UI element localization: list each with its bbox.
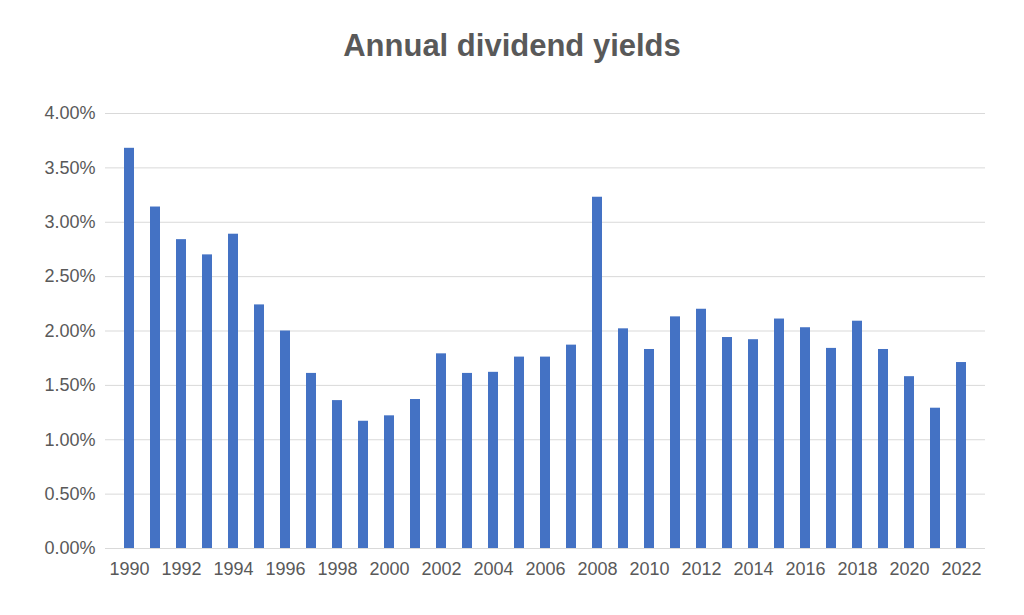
- html-text:Annual dividend yields: Annual dividend yields: [343, 28, 681, 63]
- svg-text:2022: 2022: [941, 559, 981, 579]
- svg-text:4.00%: 4.00%: [44, 103, 95, 123]
- svg-text:2006: 2006: [525, 559, 565, 579]
- svg-text:1996: 1996: [265, 559, 305, 579]
- svg-text:2012: 2012: [681, 559, 721, 579]
- svg-text:2.00%: 2.00%: [44, 321, 95, 341]
- svg-text:2000: 2000: [369, 559, 409, 579]
- svg-text:0.50%: 0.50%: [44, 484, 95, 504]
- svg-text:2016: 2016: [785, 559, 825, 579]
- svg-text:2.50%: 2.50%: [44, 266, 95, 286]
- svg-text:1.00%: 1.00%: [44, 430, 95, 450]
- svg-text:3.00%: 3.00%: [44, 212, 95, 232]
- svg-text:2020: 2020: [889, 559, 929, 579]
- svg-text:1994: 1994: [213, 559, 253, 579]
- svg-text:2002: 2002: [421, 559, 461, 579]
- svg-text:2010: 2010: [629, 559, 669, 579]
- svg-text:0.00%: 0.00%: [44, 538, 95, 558]
- svg-text:2018: 2018: [837, 559, 877, 579]
- svg-text:1998: 1998: [317, 559, 357, 579]
- svg-text:1990: 1990: [109, 559, 149, 579]
- svg-text:2008: 2008: [577, 559, 617, 579]
- svg-text:2004: 2004: [473, 559, 513, 579]
- svg-text:1.50%: 1.50%: [44, 375, 95, 395]
- svg-text:1992: 1992: [161, 559, 201, 579]
- svg-text:3.50%: 3.50%: [44, 158, 95, 178]
- svg-text:2014: 2014: [733, 559, 773, 579]
